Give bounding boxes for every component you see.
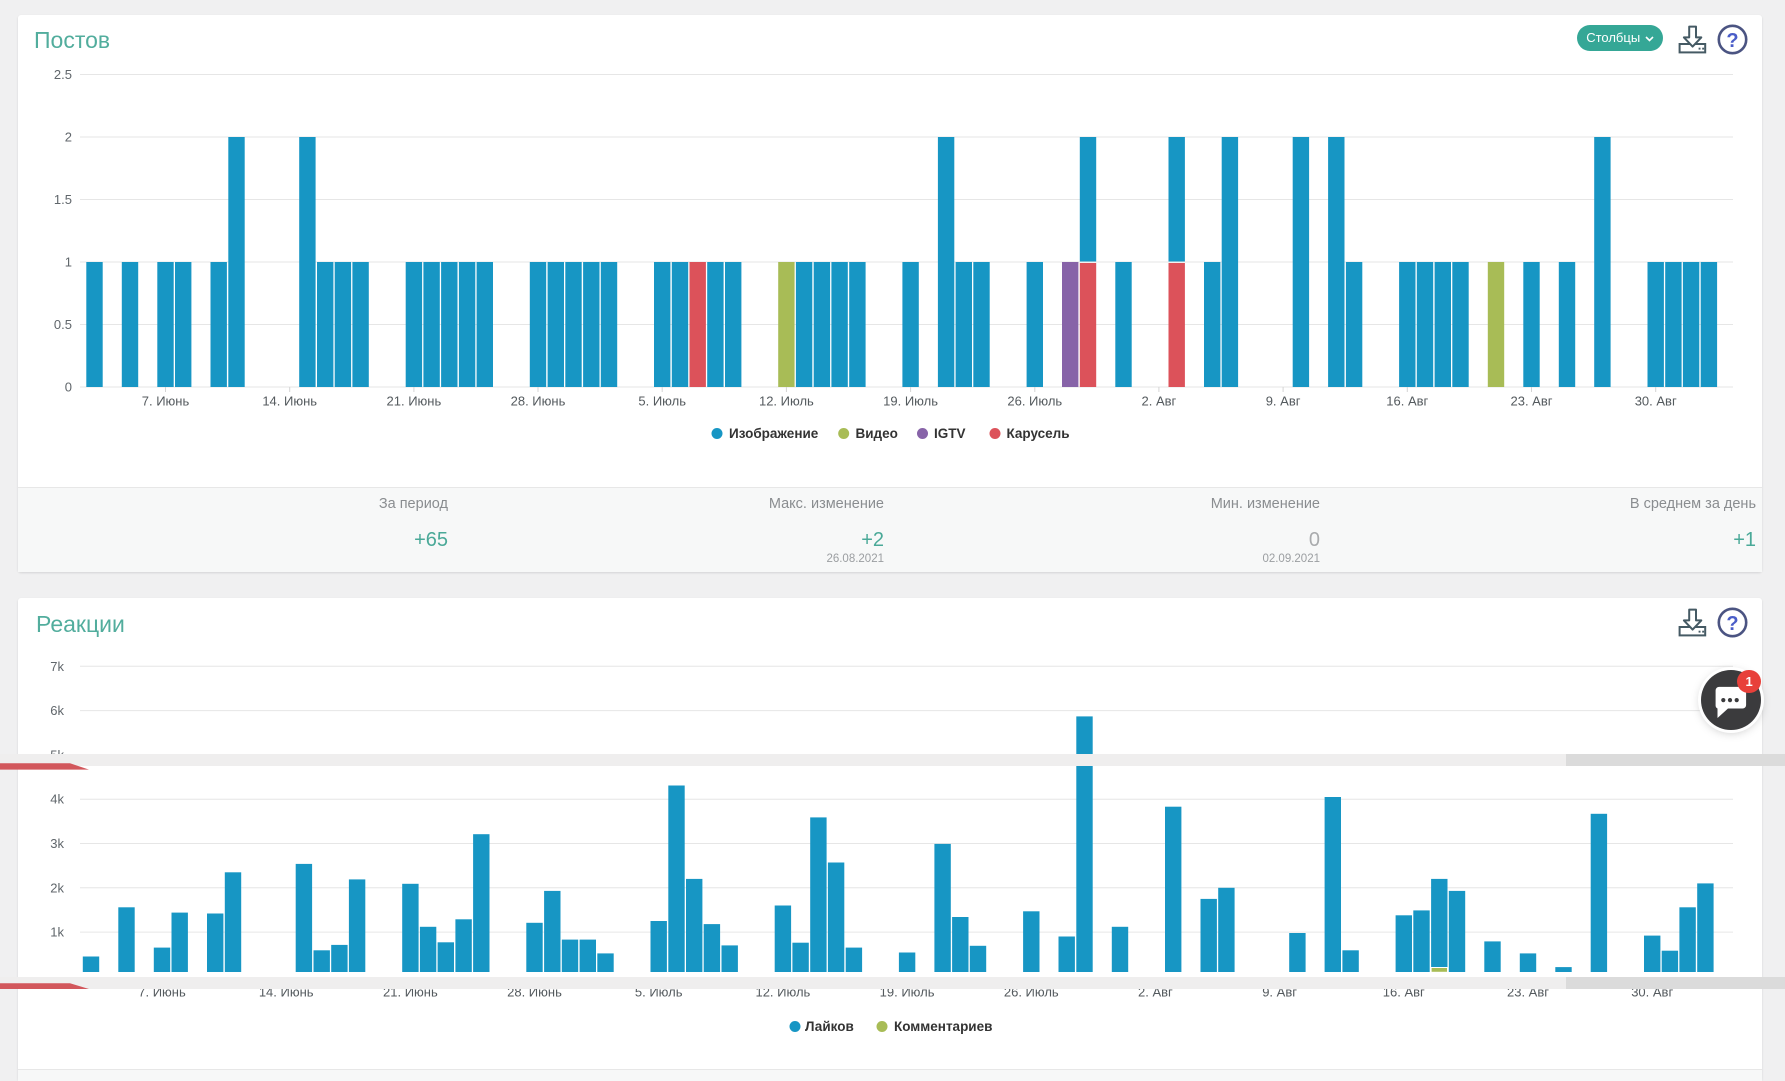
svg-text:23. Авг: 23. Авг	[1510, 394, 1552, 409]
svg-text:4k: 4k	[50, 792, 64, 807]
svg-text:Видео: Видео	[856, 426, 898, 441]
svg-text:14. Июнь: 14. Июнь	[262, 394, 317, 409]
svg-text:?: ?	[1726, 30, 1738, 52]
svg-text:2. Авг: 2. Авг	[1142, 394, 1177, 409]
svg-text:Изображение: Изображение	[729, 426, 819, 441]
svg-text:28. Июнь: 28. Июнь	[511, 394, 566, 409]
svg-text:IGTV: IGTV	[934, 426, 966, 441]
svg-text:0: 0	[65, 380, 72, 395]
svg-text:1.5: 1.5	[54, 192, 72, 207]
svg-text:9. Авг: 9. Авг	[1266, 394, 1301, 409]
svg-text:1k: 1k	[50, 925, 64, 940]
svg-text:19. Июль: 19. Июль	[883, 394, 938, 409]
svg-text:2.5: 2.5	[54, 67, 72, 82]
svg-text:26. Июль: 26. Июль	[1007, 394, 1062, 409]
svg-text:5. Июль: 5. Июль	[638, 394, 686, 409]
svg-text:Комментариев: Комментариев	[894, 1019, 992, 1034]
svg-text:?: ?	[1726, 613, 1738, 635]
svg-text:3k: 3k	[50, 836, 64, 851]
svg-text:30. Авг: 30. Авг	[1635, 394, 1677, 409]
svg-text:2: 2	[65, 130, 72, 145]
svg-text:21. Июнь: 21. Июнь	[387, 394, 442, 409]
svg-text:0.5: 0.5	[54, 317, 72, 332]
svg-text:1: 1	[65, 255, 72, 270]
svg-text:2k: 2k	[50, 880, 64, 895]
svg-text:7. Июнь: 7. Июнь	[142, 394, 190, 409]
svg-text:12. Июль: 12. Июль	[759, 394, 814, 409]
svg-text:16. Авг: 16. Авг	[1386, 394, 1428, 409]
svg-text:7k: 7k	[50, 659, 64, 674]
svg-text:6k: 6k	[50, 703, 64, 718]
svg-text:Лайков: Лайков	[805, 1019, 854, 1034]
svg-text:Карусель: Карусель	[1007, 426, 1070, 441]
